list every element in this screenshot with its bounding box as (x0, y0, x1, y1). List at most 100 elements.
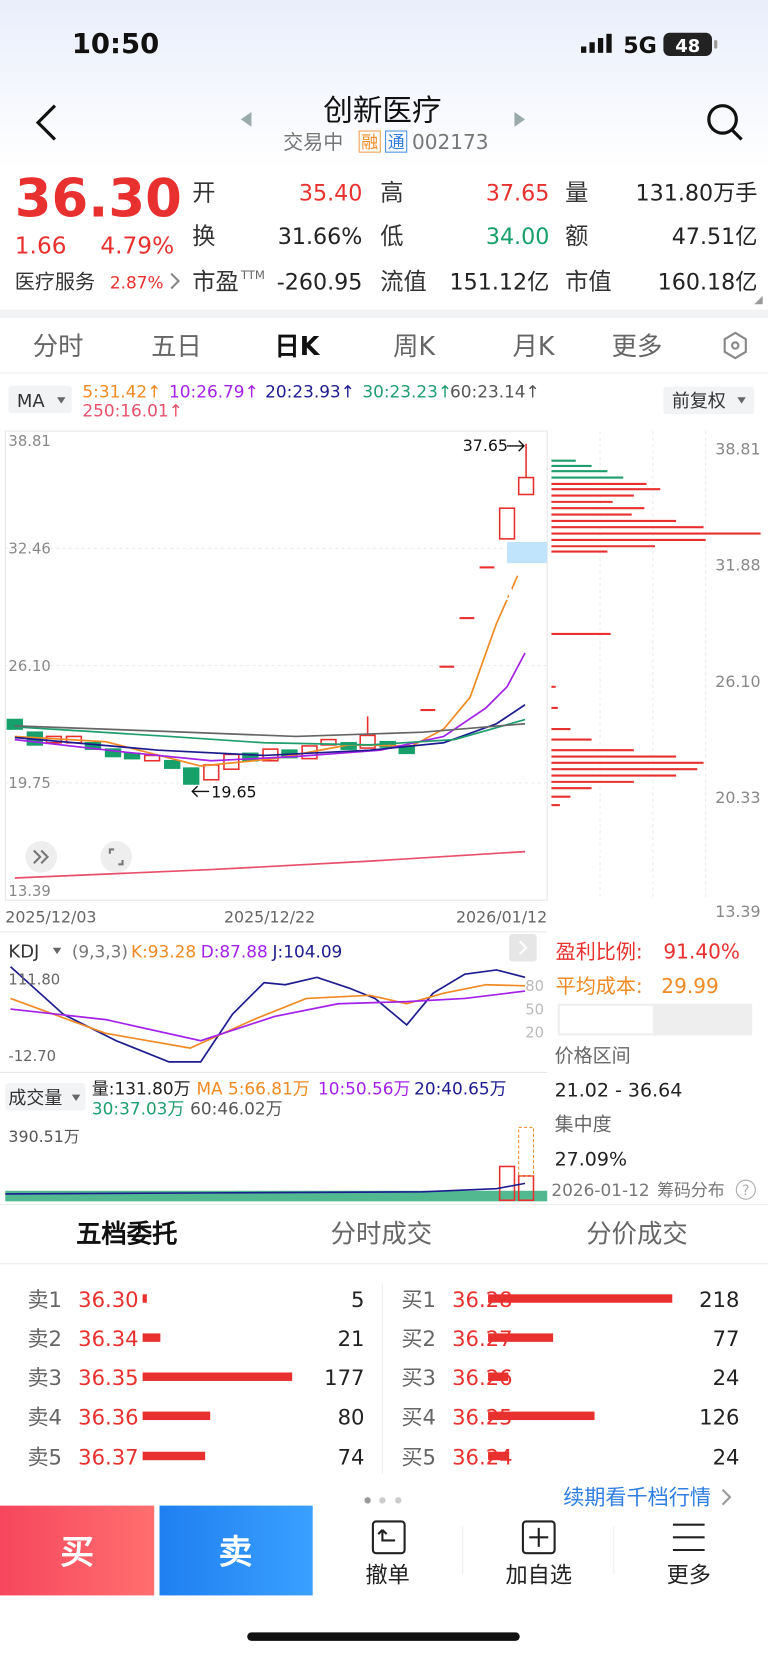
field-label: 额 (565, 223, 588, 250)
volume-bar (488, 1294, 673, 1303)
order-tabs: 五档委托 分时成交 分价成交 (76, 1219, 688, 1249)
indicator-select[interactable] (8, 385, 72, 414)
expand-glyph (33, 849, 50, 864)
volume-bar (142, 1333, 161, 1342)
date-label: 2025/12/03 (5, 907, 96, 926)
book-price: 36.34 (78, 1326, 138, 1351)
sector-percent: 2.87% (110, 272, 164, 292)
field-value: 35.40 (299, 181, 362, 207)
back-button[interactable] (35, 104, 57, 141)
volume-bars (5, 1126, 548, 1202)
ma-value: 60:23.14↑ (450, 381, 540, 401)
kdj-axis-label: 20 (525, 1025, 544, 1042)
volume-bar (488, 1411, 595, 1421)
battery-tip (714, 40, 718, 49)
book-volume: 126 (699, 1404, 739, 1429)
search-button[interactable] (707, 104, 738, 135)
crosshair-glyph (108, 848, 124, 866)
panel-next-glyph (518, 940, 528, 955)
dropdown-arrow (52, 947, 62, 955)
battery-icon (663, 32, 713, 56)
book-price: 36.36 (78, 1404, 138, 1429)
sell-button[interactable] (159, 1505, 313, 1596)
volume-name: 成交量 (8, 1088, 62, 1109)
settings-dot (731, 341, 740, 350)
range-label: 价格区间 (555, 1045, 631, 1067)
dropdown-arrow (71, 1094, 81, 1101)
book-volume: 177 (324, 1365, 364, 1390)
settings-button[interactable] (723, 331, 747, 360)
kline-frame (4, 430, 548, 901)
chip-axis-label: 26.10 (715, 672, 760, 691)
field-value: 160.18亿 (658, 270, 758, 296)
field-value: 131.80万手 (636, 181, 758, 207)
trade-signals: B T T TT T TBT (204, 562, 533, 716)
sector-arrow[interactable] (170, 272, 181, 290)
next-stock[interactable] (514, 111, 526, 127)
panel-next[interactable] (509, 934, 537, 962)
tag-margin: 融 (361, 132, 378, 152)
kdj-value: J:104.09 (272, 941, 343, 961)
book-volume: 74 (338, 1444, 365, 1469)
kdj-axis-labels: 111.80 -12.70 80 50 20 (8, 972, 544, 1065)
chip-tab-active[interactable] (559, 1005, 653, 1034)
volume-bar (142, 1294, 147, 1303)
period-tab: 五日 (151, 331, 202, 361)
sector-name: 医疗服务 (15, 269, 95, 293)
book-price: 36.37 (78, 1444, 138, 1469)
action-label[interactable]: 加自选 (505, 1563, 572, 1589)
book-label: 买2 (401, 1326, 436, 1351)
promo-arrow (721, 1489, 732, 1506)
low-arrow (191, 785, 210, 798)
field-label: 流值 (380, 269, 426, 296)
dropdown-arrow (57, 397, 66, 404)
book-label: 买4 (401, 1404, 436, 1429)
book-label: 卖5 (27, 1444, 62, 1469)
order-book: 卖1 36.30 5 卖2 36.34 21 卖3 36.35 177 卖4 36.36 80 卖5 36… (27, 1287, 739, 1469)
chip-axis-label: 31.88 (715, 556, 760, 575)
order-tab: 分价成交 (586, 1219, 687, 1249)
last-price: 36.30 (15, 169, 182, 230)
help-icon[interactable] (735, 1179, 756, 1200)
range-value: 21.02 - 36.64 (555, 1080, 683, 1102)
price-axis-label: 26.10 (8, 658, 50, 675)
field-label: 高 (380, 180, 403, 207)
chip-axis-label: 20.33 (715, 788, 760, 807)
ma-value: 5:31.42↑ (82, 381, 161, 401)
adjust-select[interactable] (663, 386, 755, 415)
book-volume: 80 (338, 1404, 365, 1429)
signal-label: B (204, 695, 218, 716)
ma-value: 250:16.01↑ (82, 400, 182, 420)
volume-value: 量:131.80万 (92, 1079, 191, 1099)
volume-bar (142, 1372, 293, 1381)
cost-label: 平均成本: (556, 974, 643, 998)
signal-label: T (520, 562, 533, 583)
field-label: 市盈 (192, 269, 238, 296)
top-background (0, 0, 768, 170)
signal-label: T (384, 678, 397, 699)
action-label[interactable]: 撤单 (366, 1563, 410, 1589)
volume-value: 20:40.65万 (414, 1079, 506, 1099)
crosshair-button[interactable] (100, 841, 133, 873)
prev-stock[interactable] (240, 111, 252, 127)
ma-value: 30:23.23↑ (362, 381, 452, 401)
buy-label: 买 (60, 1533, 94, 1572)
field-label: 换 (192, 223, 215, 250)
date-label: 2026/01/12 (456, 907, 547, 926)
volume-select[interactable] (5, 1082, 86, 1111)
concentration-label: 集中度 (555, 1114, 612, 1136)
volume-axis: 390.51万 (8, 1127, 79, 1146)
buy-button[interactable] (0, 1505, 155, 1596)
action-label[interactable]: 更多 (667, 1563, 711, 1589)
status-network: 5G (623, 33, 657, 59)
signal-label: B (500, 584, 514, 605)
book-label: 买3 (401, 1365, 436, 1390)
indicator-name: MA (17, 391, 45, 412)
kdj-axis-label: 111.80 (8, 972, 60, 989)
expand-corner[interactable] (754, 295, 763, 305)
chip-axis-label: 13.39 (715, 902, 760, 921)
volume-bar (142, 1451, 206, 1461)
promo-link[interactable]: 续期看千档行情 (563, 1485, 711, 1510)
